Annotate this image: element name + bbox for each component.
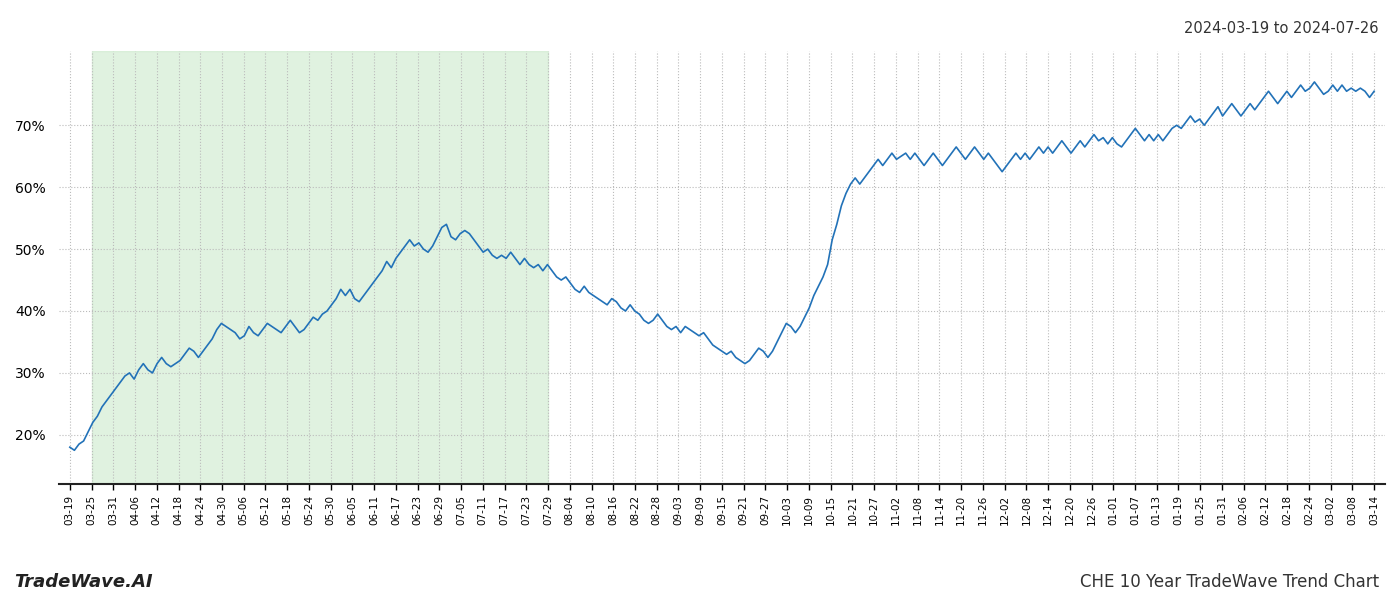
Text: CHE 10 Year TradeWave Trend Chart: CHE 10 Year TradeWave Trend Chart [1079,573,1379,591]
Text: TradeWave.AI: TradeWave.AI [14,573,153,591]
Text: 2024-03-19 to 2024-07-26: 2024-03-19 to 2024-07-26 [1184,21,1379,36]
Bar [91,51,547,484]
